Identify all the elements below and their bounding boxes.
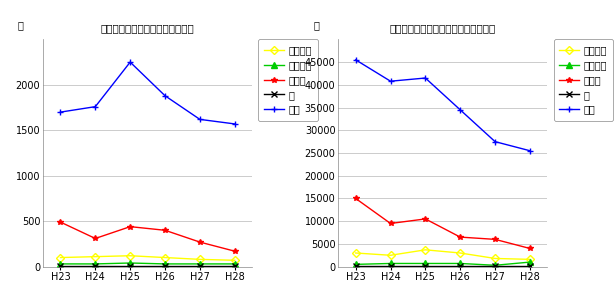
病態別 — [196, 240, 204, 244]
骨疙髀症 — [196, 262, 204, 266]
一般 — [127, 60, 134, 64]
骨疙髀症 — [57, 262, 64, 266]
歯周疾患 — [57, 256, 64, 259]
歯周疾患 — [352, 251, 359, 255]
薬 — [92, 264, 99, 268]
骨疙髀症 — [127, 261, 134, 265]
薬 — [231, 264, 239, 268]
病態別 — [57, 220, 64, 224]
病態別 — [92, 237, 99, 240]
薬 — [161, 264, 169, 268]
一般 — [491, 140, 499, 143]
Line: 薬: 薬 — [58, 263, 237, 269]
病態別 — [387, 222, 394, 225]
病態別 — [526, 247, 534, 250]
薬 — [127, 264, 134, 268]
歯周疾患 — [491, 257, 499, 260]
一般 — [352, 58, 359, 62]
一般 — [161, 94, 169, 98]
一般 — [92, 105, 99, 108]
骨疙髀症 — [161, 262, 169, 266]
一般 — [57, 110, 64, 114]
骨疙髀症 — [491, 263, 499, 267]
薬 — [526, 264, 534, 268]
一般 — [387, 79, 394, 83]
病態別 — [161, 228, 169, 232]
Line: 一般: 一般 — [353, 57, 533, 154]
歯周疾患 — [422, 248, 429, 251]
Text: 人: 人 — [313, 20, 319, 30]
Line: 病態別: 病態別 — [58, 219, 237, 254]
骨疙髀症 — [352, 262, 359, 266]
病態別 — [422, 217, 429, 221]
一般 — [456, 108, 464, 112]
歯周疾患 — [387, 253, 394, 257]
Line: 歯周疾患: 歯周疾患 — [353, 247, 533, 262]
一般 — [196, 118, 204, 121]
骨疙髀症 — [456, 261, 464, 265]
骨疙髀症 — [422, 261, 429, 265]
骨疙髀症 — [92, 262, 99, 266]
骨疙髀症 — [526, 260, 534, 264]
歯周疾患 — [526, 258, 534, 261]
病態別 — [352, 197, 359, 200]
病態別 — [456, 235, 464, 239]
Line: 病態別: 病態別 — [353, 196, 533, 251]
歯周疾患 — [196, 258, 204, 261]
薬 — [422, 264, 429, 268]
Text: 回: 回 — [18, 20, 24, 30]
薬 — [352, 264, 359, 268]
一般 — [231, 122, 239, 126]
Title: 集団健康教育参加延べ人数（熊本県）: 集団健康教育参加延べ人数（熊本県） — [390, 23, 496, 33]
歯周疾患 — [231, 258, 239, 262]
Line: 骨疙髀症: 骨疙髀症 — [58, 260, 237, 267]
薬 — [196, 264, 204, 268]
歯周疾患 — [92, 255, 99, 258]
薬 — [57, 264, 64, 268]
Legend: 歯周疾患, 骨疙髀症, 病態別, 薬, 一般: 歯周疾患, 骨疙髀症, 病態別, 薬, 一般 — [258, 39, 318, 121]
病態別 — [127, 225, 134, 228]
歯周疾患 — [161, 256, 169, 259]
薬 — [456, 264, 464, 268]
一般 — [422, 76, 429, 80]
病態別 — [231, 249, 239, 253]
Title: 集団健康教育開催回数（熊本県）: 集団健康教育開催回数（熊本県） — [101, 23, 194, 33]
病態別 — [491, 238, 499, 241]
Legend: 歯周疾患, 骨疙髀症, 病態別, 薬, 一般: 歯周疾患, 骨疙髀症, 病態別, 薬, 一般 — [554, 39, 613, 121]
歯周疾患 — [456, 251, 464, 255]
Line: 薬: 薬 — [353, 263, 533, 269]
骨疙髀症 — [387, 261, 394, 265]
歯周疾患 — [127, 254, 134, 258]
Line: 歯周疾患: 歯周疾患 — [58, 253, 237, 263]
薬 — [387, 264, 394, 268]
一般 — [526, 149, 534, 153]
薬 — [491, 264, 499, 268]
骨疙髀症 — [231, 262, 239, 266]
Line: 一般: 一般 — [58, 59, 237, 127]
Line: 骨疙髀症: 骨疙髀症 — [353, 259, 533, 268]
